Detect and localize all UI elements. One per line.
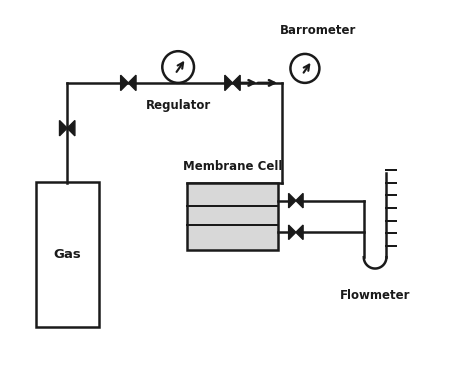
Text: Barrometer: Barrometer [280,24,357,37]
Text: Flowmeter: Flowmeter [340,289,410,302]
Text: Membrane Cell: Membrane Cell [183,161,282,173]
Polygon shape [232,75,240,91]
Polygon shape [67,120,75,136]
Polygon shape [289,193,296,208]
Polygon shape [289,225,296,239]
Polygon shape [121,75,128,91]
Polygon shape [128,75,136,91]
Text: Regulator: Regulator [146,99,211,112]
Bar [187,182,278,250]
Polygon shape [225,75,232,91]
Polygon shape [296,193,303,208]
Polygon shape [60,120,67,136]
Text: Gas: Gas [54,249,81,261]
Polygon shape [296,225,303,239]
Bar [36,182,99,327]
